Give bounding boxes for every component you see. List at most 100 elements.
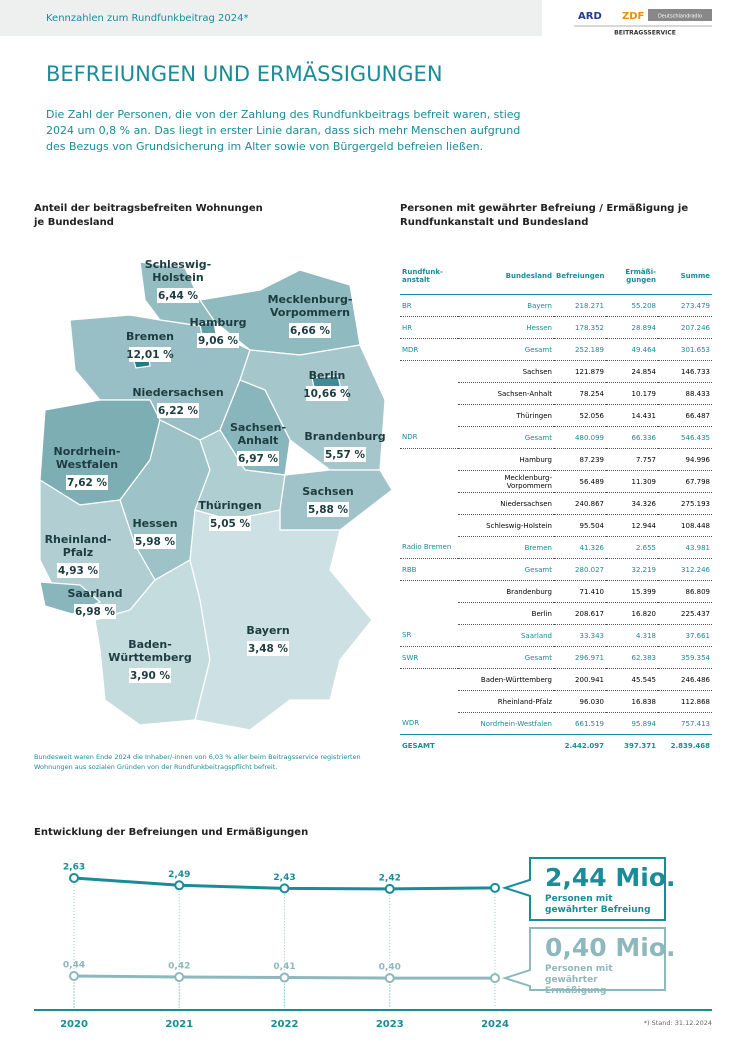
table-cell: Niedersachsen [458,492,554,515]
state-name: Baden- [128,638,172,651]
state-value: 9,06 % [198,335,239,347]
value-label: 2,63 [63,863,85,873]
table-row: BR Bayern 218.271 55.208 273.479 [400,294,712,317]
state-value: 6,44 % [158,290,199,302]
table-cell [400,471,458,493]
table-cell: 7.757 [606,448,658,471]
table-row: Baden-Württemberg 200.941 45.545 246.486 [400,668,712,691]
header-row: Rundfunk-anstalt Bundesland Befreiungen Erm… [400,258,712,295]
value-box [157,288,199,303]
callout-value: 2,44 Mio. [545,863,676,892]
table-row: SWR Gesamt 296.971 62.383 359.354 [400,646,712,669]
table-cell: Sachsen [458,360,554,383]
state-value: 3,48 % [248,643,289,655]
state-name: Schleswig- [145,258,211,271]
value-box [247,641,289,656]
table-cell: 121.879 [554,360,606,383]
table-cell: 66.487 [658,404,712,427]
table-cell: Bayern [458,294,554,317]
table-cell: BR [400,294,458,317]
value-box [324,447,366,462]
state-name: Vorpommern [270,306,350,319]
state-name: Saarland [67,587,122,600]
table-cell: Gesamt [458,558,554,581]
table-cell: 480.099 [554,426,606,449]
state-value: 6,22 % [158,405,199,417]
point [279,883,290,894]
table-cell: 34.326 [606,492,658,515]
total-cell [458,734,554,756]
state-name: Thüringen [198,499,261,512]
table-row: Rheinland-Pfalz 96.030 16.838 112.868 [400,690,712,713]
table-cell [400,603,458,625]
table-cell: 546.435 [658,426,712,449]
table-cell: 4.318 [606,624,658,647]
table-cell: Sachsen-Anhalt [458,382,554,405]
callout-value: 0,40 Mio. [545,933,676,962]
table-cell: 15.399 [606,580,658,603]
state-name: Pfalz [63,546,93,559]
value-box [237,451,279,466]
value-box [307,502,349,517]
value-label: 0,44 [63,961,85,971]
table-row: Thüringen 52.056 14.431 66.487 [400,404,712,427]
x-tick-label: 2021 [165,1019,193,1030]
table-cell: 96.030 [554,690,606,713]
table-cell: MDR [400,338,458,361]
total-cell: 2.442.097 [554,734,606,756]
value-box [129,347,171,362]
table-cell: Radio Bremen [400,536,458,559]
table-cell: Hessen [458,316,554,339]
table-cell: 225.437 [658,602,712,625]
table-cell: HR [400,316,458,339]
state-area [189,509,373,731]
table-cell: 95.894 [606,712,658,735]
intro: Die Zahl der Personen, die von der Zahlu… [46,108,521,153]
value-label: 2,43 [273,873,295,883]
value-box [306,386,348,401]
table-cell: 24.854 [606,360,658,383]
state-area [279,469,393,531]
table-cell: 78.254 [554,382,606,405]
x-tick-label: 2023 [376,1019,404,1030]
table-cell: 240.867 [554,492,606,515]
table-row: Sachsen-Anhalt 78.254 10.179 88.433 [400,382,712,405]
map-footnote: Bundesweit waren Ende 2024 die Inhaber/-… [34,753,361,771]
table-row: Sachsen 121.879 24.854 146.733 [400,360,712,383]
state-value: 5,88 % [308,504,349,516]
table-cell: 207.246 [658,316,712,339]
table-cell: 661.519 [554,712,606,735]
value-box [74,604,116,619]
table-cell [400,405,458,427]
state-name: Brandenburg [304,430,385,443]
table-cell [400,691,458,713]
table-row: Radio Bremen Bremen 41.326 2.655 43.981 [400,536,712,559]
table-cell: 86.809 [658,580,712,603]
logo: BEITRAGSSERVICE [614,30,676,37]
logo: ARD [578,11,602,22]
point [174,880,185,891]
table-cell: Thüringen [458,404,554,427]
table-cell: 11.309 [606,470,658,493]
table-row: Brandenburg 71.410 15.399 86.809 [400,580,712,603]
table-cell: 296.971 [554,646,606,669]
column-header: Ermäßi-gungen [606,258,658,295]
point [490,973,500,984]
callout-box [501,927,666,991]
table-row: RBB Gesamt 280.027 32.219 312.246 [400,558,712,581]
table-row: Hamburg 87.239 7.757 94.996 [400,448,712,471]
table-cell: 2.655 [606,536,658,559]
chart-footnote: *) Stand: 31.12.2024 [643,1019,712,1027]
table-cell: 32.219 [606,558,658,581]
value-box [289,323,331,338]
table-cell: 55.208 [606,294,658,317]
state-name: Anhalt [238,434,279,447]
table-cell: Berlin [458,602,554,625]
callout-label: Personen mit gewährter Befreiung [545,894,651,915]
table-cell: 359.354 [658,646,712,669]
table-cell: 112.868 [658,690,712,713]
value-box [57,563,99,578]
state-name: Bremen [126,330,174,343]
